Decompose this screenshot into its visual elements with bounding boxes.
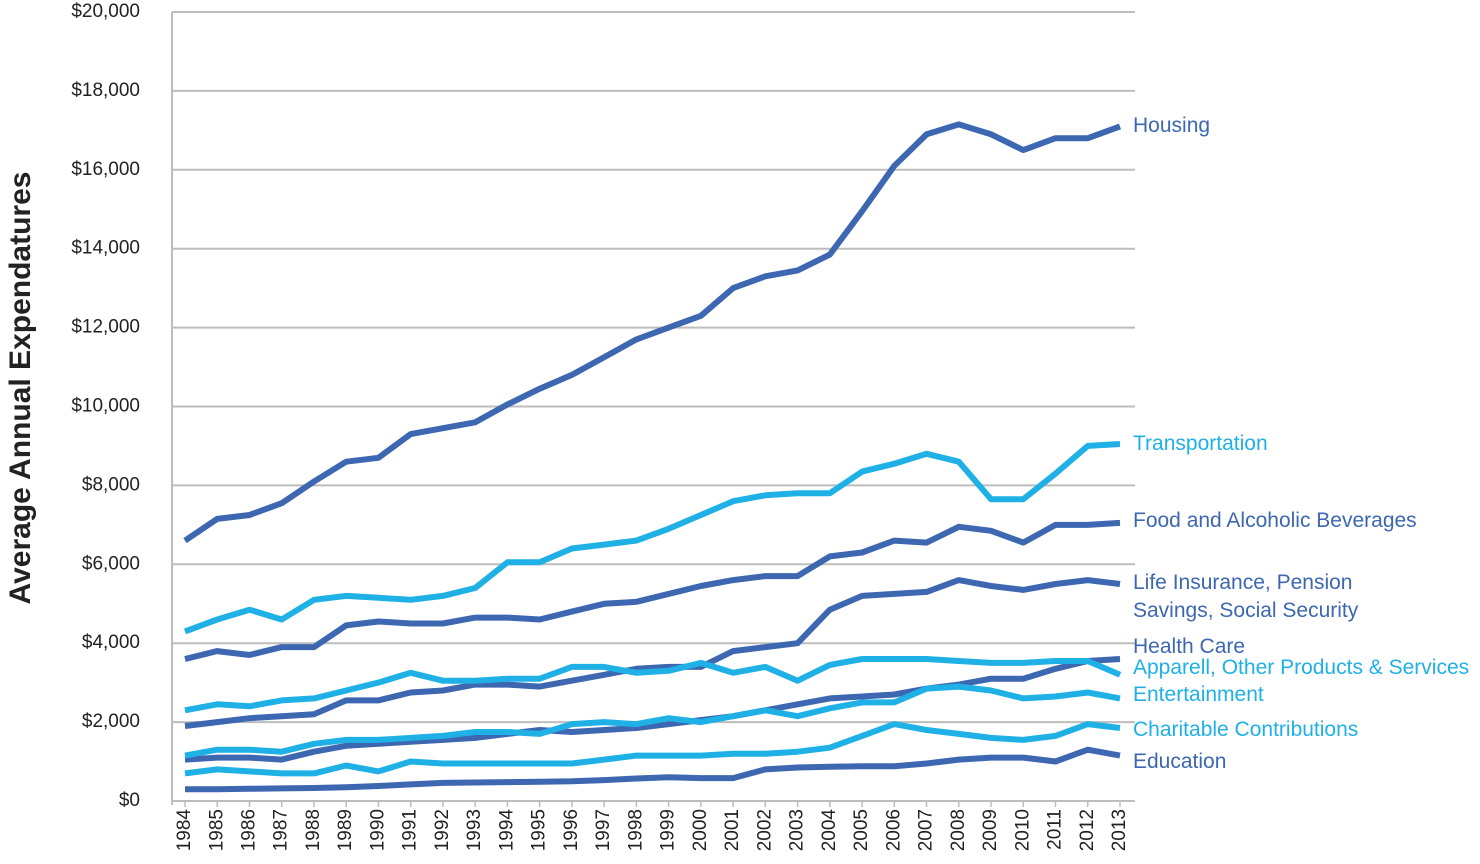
series-line xyxy=(184,683,1121,759)
x-tick-label: 2011 xyxy=(1045,809,1066,850)
x-tick-label: 1996 xyxy=(561,809,582,851)
series-line xyxy=(184,656,1121,763)
x-tick-label: 1987 xyxy=(271,809,292,851)
y-tick-label: $18,000 xyxy=(71,80,140,101)
series-line xyxy=(184,577,1121,729)
x-tick-label: 2008 xyxy=(948,809,969,851)
series-label: Entertainment xyxy=(1133,683,1264,706)
y-axis-title: Average Annual Expendatures xyxy=(4,172,37,605)
x-tick-label: 2004 xyxy=(819,809,840,852)
x-tick-label: 2010 xyxy=(1012,809,1033,851)
y-tick-label: $8,000 xyxy=(82,474,140,495)
x-tick-label: 2007 xyxy=(916,809,937,851)
y-tick-label: $2,000 xyxy=(82,711,140,732)
series-label: Life Insurance, Pension Savings, Social … xyxy=(1133,571,1359,622)
x-tick-label: 1988 xyxy=(303,809,324,851)
x-tick-label: 1994 xyxy=(496,809,517,852)
y-tick-label: $16,000 xyxy=(71,159,140,180)
series-label: Housing xyxy=(1133,114,1211,137)
x-tick-label: 1995 xyxy=(529,809,550,851)
x-tick-label: 1986 xyxy=(238,809,259,851)
x-tick-label: 1992 xyxy=(432,809,453,851)
x-tick-label: 2009 xyxy=(980,809,1001,851)
y-tick-label: $6,000 xyxy=(82,553,140,574)
x-tick-label: 1984 xyxy=(174,809,195,852)
x-tick-label: 2003 xyxy=(787,809,808,851)
x-tick-label: 2006 xyxy=(883,809,904,851)
y-tick-label: $14,000 xyxy=(71,238,140,259)
y-tick-label: $10,000 xyxy=(71,396,140,417)
series-label: Food and Alcoholic Beverages xyxy=(1133,509,1417,532)
x-tick-label: 2005 xyxy=(851,809,872,851)
series-line xyxy=(184,721,1121,777)
x-tick-label: 2000 xyxy=(690,809,711,851)
series-line xyxy=(183,121,1122,544)
x-tick-label: 2002 xyxy=(754,809,775,851)
x-tick-label: 1991 xyxy=(400,809,421,851)
series-label: Health Care xyxy=(1133,635,1246,658)
x-tick-label: 1993 xyxy=(464,809,485,851)
x-tick-label: 1999 xyxy=(658,809,679,851)
series-line xyxy=(184,656,1122,714)
y-tick-label: $0 xyxy=(119,790,140,811)
series-label: Transportation xyxy=(1133,432,1268,455)
series-label: Charitable Contributions xyxy=(1133,718,1359,741)
x-tick-label: 1990 xyxy=(367,809,388,851)
y-tick-label: $12,000 xyxy=(71,317,140,338)
series-line xyxy=(184,519,1121,662)
x-tick-label: 2013 xyxy=(1109,809,1130,851)
x-tick-label: 2012 xyxy=(1077,809,1098,851)
series-line xyxy=(185,746,1121,793)
x-tick-label: 1998 xyxy=(625,809,646,851)
x-tick-label: 2001 xyxy=(722,809,743,851)
series-label: Education xyxy=(1133,750,1227,773)
x-tick-label: 1997 xyxy=(593,809,614,851)
series-label: Apparell, Other Products & Services xyxy=(1133,656,1470,679)
series-line xyxy=(183,441,1121,635)
x-tick-label: 1985 xyxy=(206,809,227,851)
y-tick-label: $4,000 xyxy=(82,632,140,653)
y-tick-label: $20,000 xyxy=(71,1,140,22)
x-tick-label: 1989 xyxy=(335,809,356,851)
